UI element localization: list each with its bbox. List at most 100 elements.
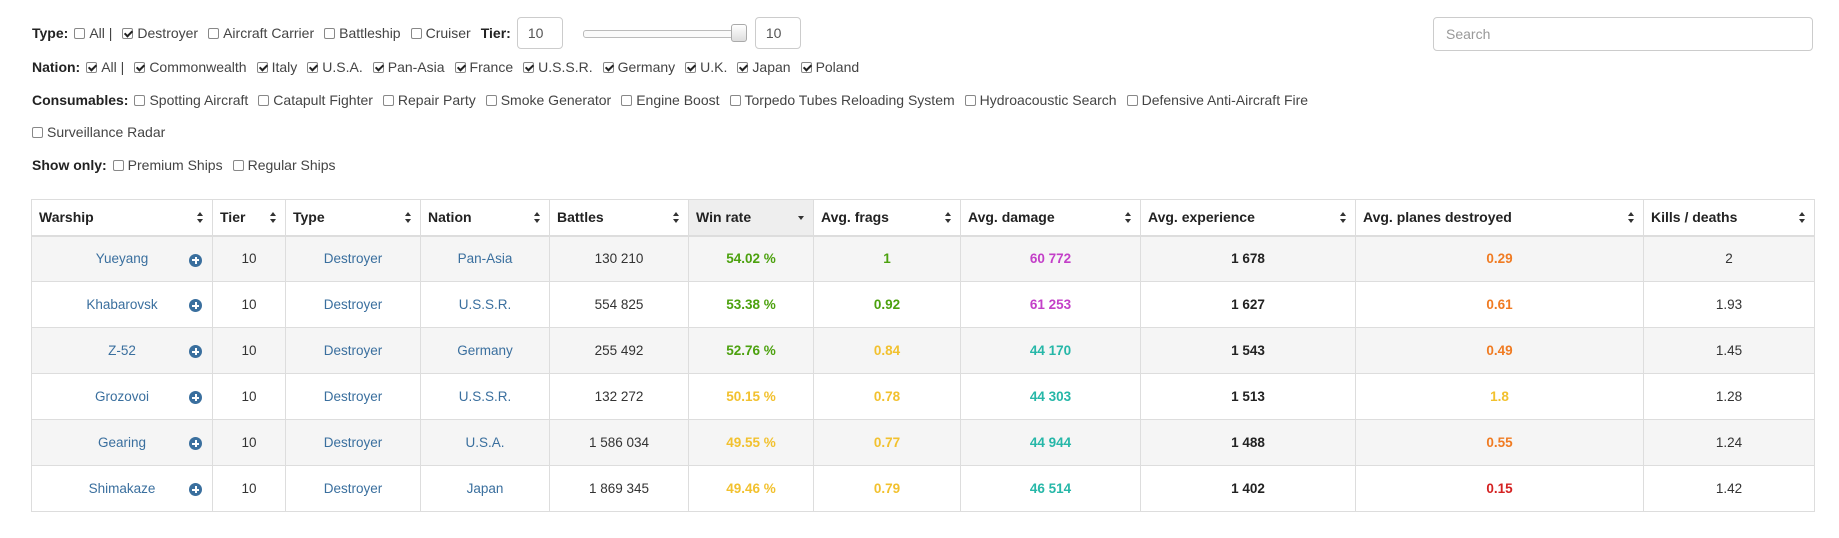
column-header-avg-frags[interactable]: Avg. frags	[813, 199, 961, 237]
checkbox-unchecked[interactable]	[964, 94, 976, 106]
checkbox-unchecked[interactable]	[485, 94, 497, 106]
checkbox-unchecked[interactable]	[1126, 94, 1138, 106]
column-header-battles[interactable]: Battles	[549, 199, 689, 237]
plus-circle-icon[interactable]	[189, 299, 202, 312]
type-checkbox-cruiser[interactable]: Cruiser	[410, 25, 471, 41]
type-checkbox-aircraft-carrier[interactable]: Aircraft Carrier	[208, 25, 314, 41]
checkbox-checked[interactable]	[737, 61, 749, 73]
nation-checkbox-u-k[interactable]: U.K.	[685, 59, 727, 75]
checkbox-unchecked[interactable]	[134, 94, 146, 106]
checkbox-unchecked[interactable]	[324, 27, 336, 39]
consumable-checkbox-repair-party[interactable]: Repair Party	[382, 92, 476, 108]
nation-cell[interactable]: U.S.S.R.	[420, 281, 550, 328]
warship-link[interactable]: Grozovoi	[94, 389, 150, 404]
battles-cell: 130 210	[549, 235, 689, 282]
column-header-label: Avg. frags	[821, 209, 889, 226]
type-cell[interactable]: Destroyer	[285, 281, 421, 328]
consumable-checkbox-defensive-anti-aircraft-fire[interactable]: Defensive Anti-Aircraft Fire	[1126, 92, 1308, 108]
plus-circle-icon[interactable]	[189, 391, 202, 404]
consumable-checkbox-catapult-fighter[interactable]: Catapult Fighter	[258, 92, 373, 108]
checkbox-unchecked[interactable]	[258, 94, 270, 106]
nation-checkbox-commonwealth[interactable]: Commonwealth	[134, 59, 247, 75]
column-header-avg-experience[interactable]: Avg. experience	[1140, 199, 1356, 237]
type-cell[interactable]: Destroyer	[285, 465, 421, 512]
column-header-kills-deaths[interactable]: Kills / deaths	[1643, 199, 1815, 237]
nation-cell[interactable]: U.S.S.R.	[420, 373, 550, 420]
warship-link[interactable]: Z-52	[108, 343, 136, 358]
nation-checkbox-france[interactable]: France	[454, 59, 513, 75]
nation-checkbox-pan-asia[interactable]: Pan-Asia	[372, 59, 445, 75]
checkbox-checked[interactable]	[372, 61, 384, 73]
type-checkbox-battleship[interactable]: Battleship	[324, 25, 401, 41]
nation-checkbox-poland[interactable]: Poland	[800, 59, 859, 75]
type-cell[interactable]: Destroyer	[285, 327, 421, 374]
column-header-avg-planes-destroyed[interactable]: Avg. planes destroyed	[1355, 199, 1644, 237]
column-header-avg-damage[interactable]: Avg. damage	[960, 199, 1141, 237]
consumable-checkbox-torpedo-tubes-reloading-system[interactable]: Torpedo Tubes Reloading System	[729, 92, 955, 108]
search-input[interactable]	[1433, 17, 1813, 51]
column-header-type[interactable]: Type	[285, 199, 421, 237]
plus-circle-icon[interactable]	[189, 483, 202, 496]
checkbox-unchecked[interactable]	[208, 27, 220, 39]
checkbox-unchecked[interactable]	[232, 159, 244, 171]
checkbox-checked[interactable]	[454, 61, 466, 73]
column-header-win-rate[interactable]: Win rate	[688, 199, 814, 237]
checkbox-checked[interactable]	[134, 61, 146, 73]
type-checkbox-all[interactable]: All |	[74, 25, 112, 41]
checkbox-checked[interactable]	[523, 61, 535, 73]
column-header-nation[interactable]: Nation	[420, 199, 550, 237]
warship-link[interactable]: Yueyang	[95, 251, 149, 267]
checkbox-unchecked[interactable]	[410, 27, 422, 39]
checkbox-unchecked[interactable]	[729, 94, 741, 106]
checkbox-checked[interactable]	[685, 61, 697, 73]
tier-slider[interactable]	[582, 22, 747, 44]
plus-circle-icon[interactable]	[189, 345, 202, 358]
consumable-checkbox-spotting-aircraft[interactable]: Spotting Aircraft	[134, 92, 248, 108]
checkbox-unchecked[interactable]	[74, 27, 86, 39]
nation-cell[interactable]: U.S.A.	[420, 419, 550, 466]
plus-circle-icon[interactable]	[189, 437, 202, 450]
checkbox-checked[interactable]	[86, 61, 98, 73]
checkbox-unchecked[interactable]	[112, 159, 124, 171]
warship-link[interactable]: Shimakaze	[88, 481, 156, 496]
column-header-tier[interactable]: Tier	[212, 199, 286, 237]
type-cell[interactable]: Destroyer	[285, 419, 421, 466]
consumable-checkbox-hydroacoustic-search[interactable]: Hydroacoustic Search	[964, 92, 1117, 108]
show-only-checkbox-premium-ships[interactable]: Premium Ships	[112, 157, 223, 173]
consumable-checkbox-engine-boost[interactable]: Engine Boost	[621, 92, 720, 108]
checkbox-checked[interactable]	[122, 27, 134, 39]
warship-link[interactable]: Gearing	[97, 435, 147, 450]
type-cell[interactable]: Destroyer	[285, 235, 421, 282]
checkbox-checked[interactable]	[800, 61, 812, 73]
nation-checkbox-all[interactable]: All |	[86, 59, 124, 75]
tier-slider-handle[interactable]	[730, 24, 747, 42]
checkbox-checked[interactable]	[256, 61, 268, 73]
checkbox-unchecked[interactable]	[32, 126, 43, 138]
checkbox-unchecked[interactable]	[382, 94, 394, 106]
type-checkbox-destroyer[interactable]: Destroyer	[122, 25, 198, 41]
checkbox-unchecked[interactable]	[621, 94, 633, 106]
show-only-checkbox-regular-ships[interactable]: Regular Ships	[232, 157, 336, 173]
tier-max-input[interactable]	[754, 17, 801, 49]
consumable-checkbox-surveillance-radar[interactable]: Surveillance Radar	[32, 124, 165, 140]
nation-checkbox-germany[interactable]: Germany	[602, 59, 675, 75]
type-cell[interactable]: Destroyer	[285, 373, 421, 420]
nation-checkbox-japan[interactable]: Japan	[737, 59, 791, 75]
nation-checkbox-u-s-a[interactable]: U.S.A.	[307, 59, 363, 75]
checkbox-checked[interactable]	[602, 61, 614, 73]
nation-checkbox-italy[interactable]: Italy	[256, 59, 297, 75]
nation-checkbox-u-s-s-r[interactable]: U.S.S.R.	[523, 59, 593, 75]
plus-circle-icon[interactable]	[189, 253, 202, 267]
tier-min-input[interactable]	[516, 17, 563, 49]
nation-cell[interactable]: Japan	[420, 465, 550, 512]
sort-icon	[270, 212, 277, 224]
consumable-checkbox-smoke-generator[interactable]: Smoke Generator	[485, 92, 611, 108]
avg-frags-cell: 0.78	[813, 373, 961, 420]
sort-icon	[405, 212, 412, 224]
sort-icon	[945, 212, 952, 224]
column-header-warship[interactable]: Warship	[31, 199, 213, 237]
warship-link[interactable]: Khabarovsk	[86, 297, 158, 312]
nation-cell[interactable]: Pan-Asia	[420, 235, 550, 282]
checkbox-checked[interactable]	[307, 61, 319, 73]
nation-cell[interactable]: Germany	[420, 327, 550, 374]
